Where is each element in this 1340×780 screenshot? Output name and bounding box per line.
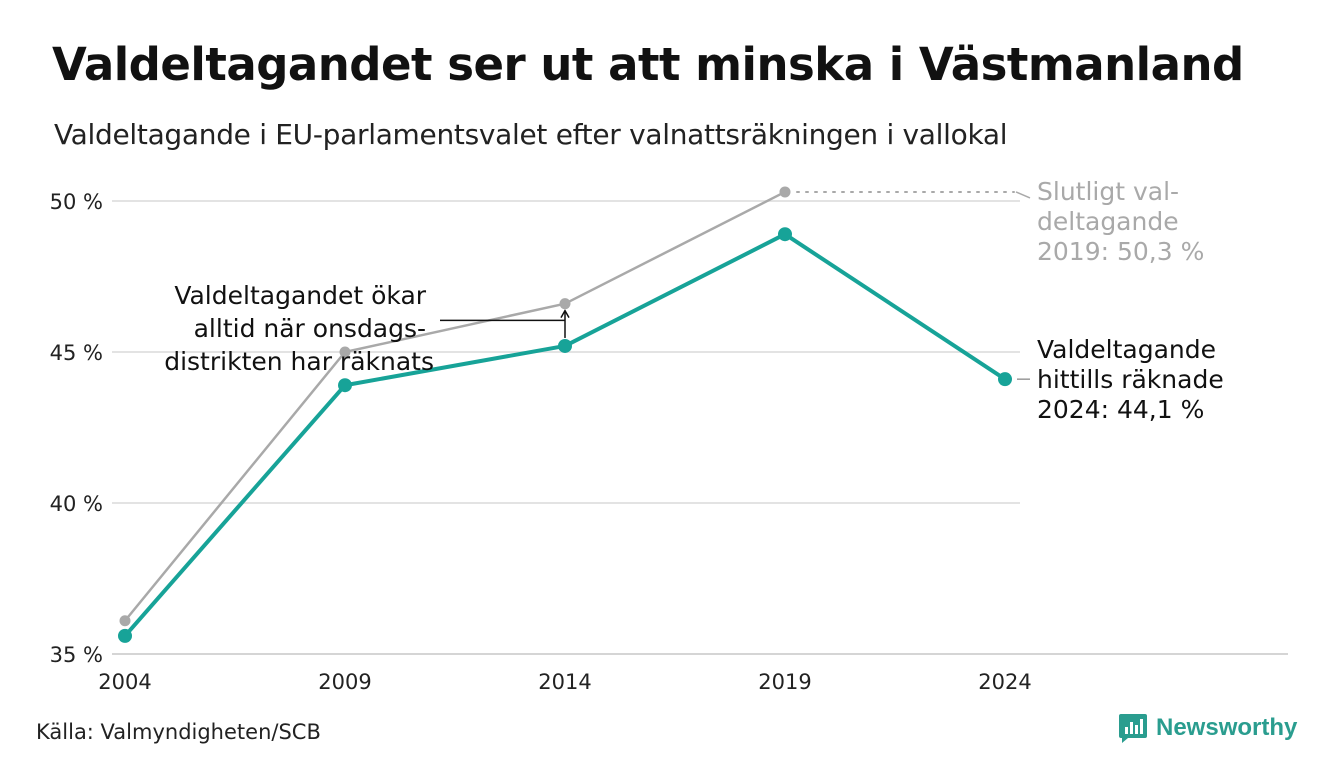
data-point-final — [339, 346, 351, 358]
wednesday-note-line: Valdeltagandet ökar — [174, 281, 426, 310]
x-tick-label: 2019 — [758, 670, 811, 694]
x-tick-label: 2024 — [978, 670, 1031, 694]
y-tick-label: 45 % — [50, 341, 103, 365]
x-tick-label: 2004 — [98, 670, 151, 694]
data-point-counted — [338, 378, 352, 393]
counted-turnout-label-line: Valdeltagande — [1037, 335, 1216, 364]
y-tick-label: 50 % — [50, 190, 103, 214]
gridlines — [112, 200, 1288, 655]
chart-subtitle: Valdeltagande i EU-parlamentsvalet efter… — [54, 118, 1008, 151]
counted-turnout-label-line: 2024: 44,1 % — [1037, 395, 1204, 424]
wednesday-note-line: alltid när onsdags- — [194, 314, 426, 343]
data-point-final — [119, 615, 131, 627]
data-point-counted — [778, 227, 792, 242]
wednesday-note: Valdeltagandet ökar alltid när onsdags- … — [164, 281, 434, 376]
gap-arrowhead-icon — [560, 309, 570, 319]
final-label-tick — [1015, 191, 1031, 199]
wednesday-note-line: distrikten har räknats — [164, 347, 434, 376]
counted-turnout-label: Valdeltagande hittills räknade 2024: 44,… — [1037, 335, 1232, 424]
final-turnout-label-line: deltagande — [1037, 207, 1179, 236]
counted-turnout-label-line: hittills räknade — [1037, 365, 1224, 394]
data-point-final — [779, 186, 791, 198]
final-turnout-label-line: Slutligt val- — [1037, 177, 1179, 206]
x-tick-label: 2009 — [318, 670, 371, 694]
x-axis-ticks: 2004 2009 2014 2019 2024 — [98, 670, 1031, 694]
series-lines — [118, 186, 1012, 643]
data-point-counted — [118, 628, 132, 643]
newsworthy-logo-icon — [1119, 714, 1147, 743]
source-note: Källa: Valmyndigheten/SCB — [36, 720, 321, 744]
data-point-final — [559, 298, 571, 310]
data-point-counted — [558, 338, 572, 353]
series-line-final — [124, 190, 786, 622]
brand-logo: Newsworthy — [1118, 712, 1297, 744]
final-turnout-label: Slutligt val- deltagande 2019: 50,3 % — [1037, 177, 1204, 266]
x-tick-label: 2014 — [538, 670, 591, 694]
y-axis-ticks: 35 % 40 % 45 % 50 % — [50, 190, 103, 667]
chart-title: Valdeltagandet ser ut att minska i Västm… — [52, 38, 1244, 91]
data-point-counted — [998, 372, 1012, 387]
y-tick-label: 35 % — [50, 643, 103, 667]
annotations: Slutligt val- deltagande 2019: 50,3 % Va… — [164, 177, 1232, 424]
brand-name: Newsworthy — [1156, 714, 1298, 741]
y-tick-label: 40 % — [50, 492, 103, 516]
final-turnout-label-line: 2019: 50,3 % — [1037, 237, 1204, 266]
